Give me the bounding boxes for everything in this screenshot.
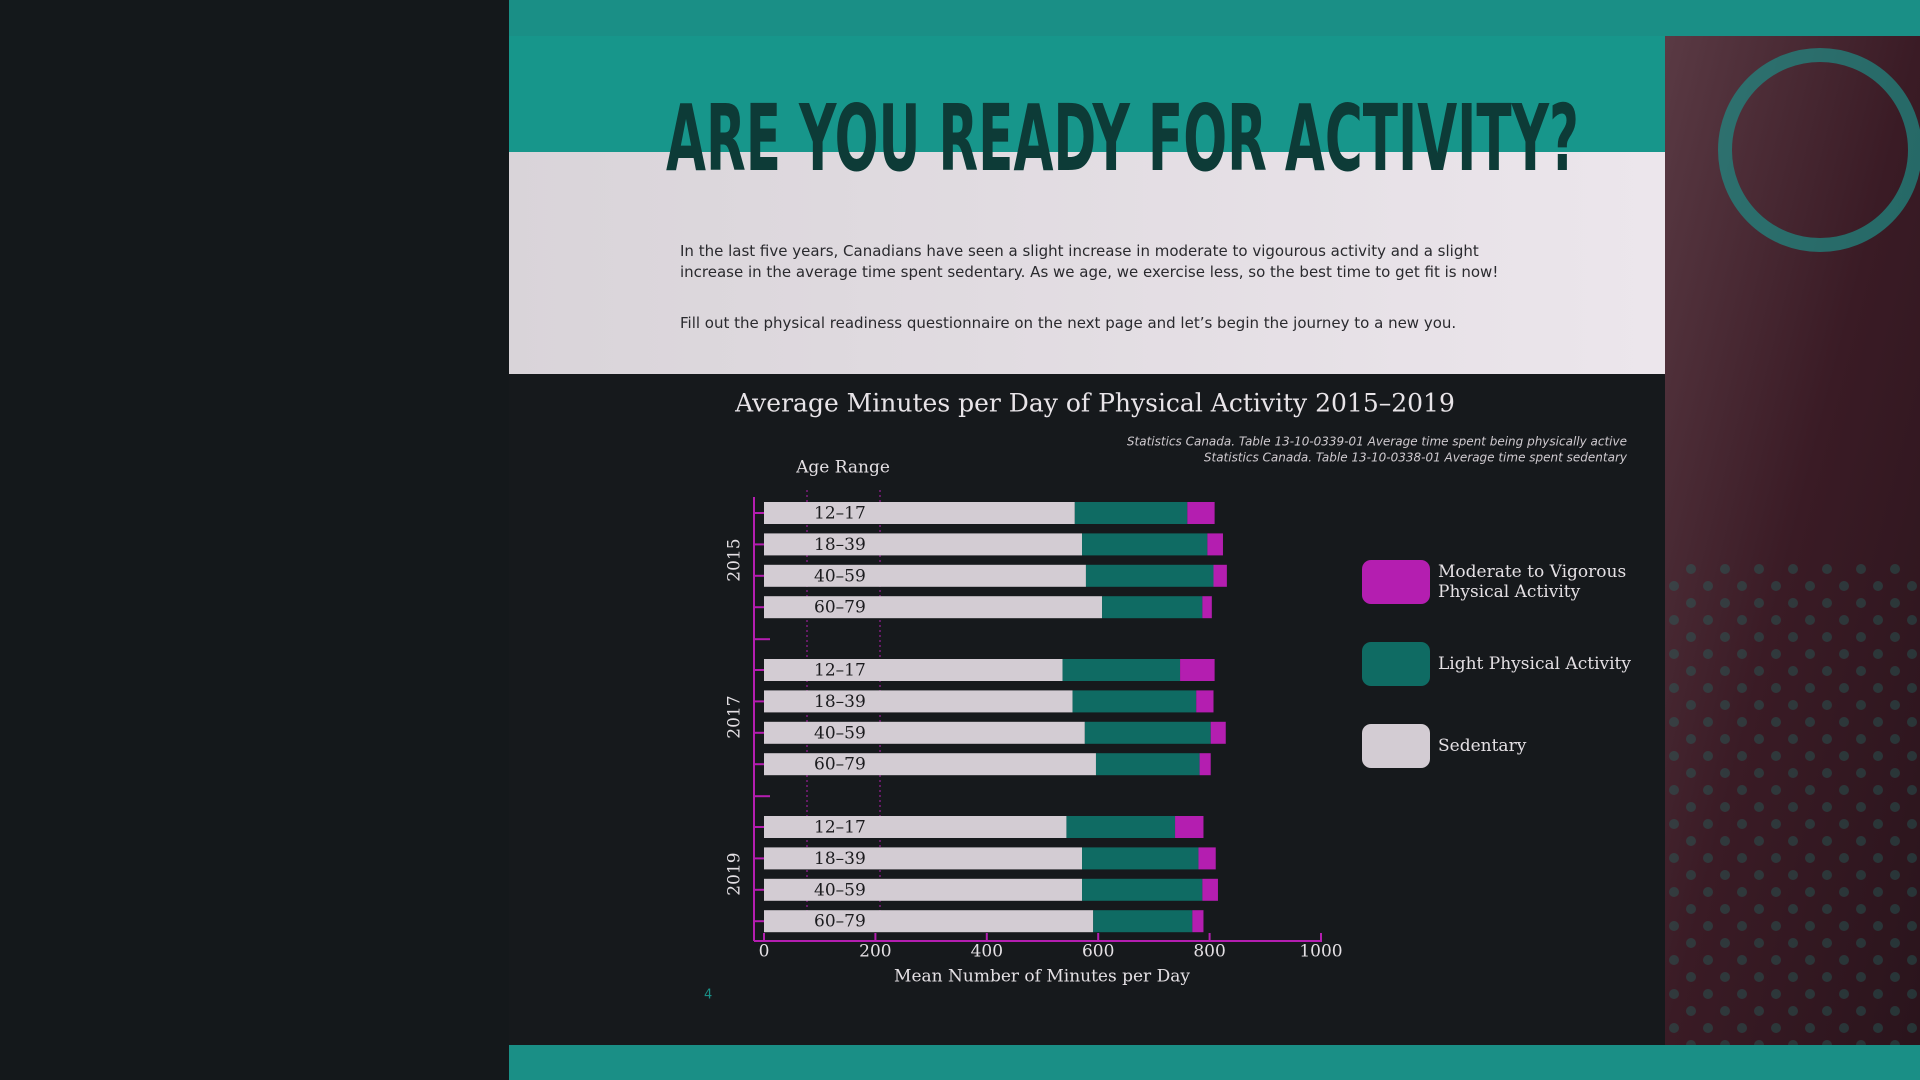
category-header: Age Range [795, 458, 890, 478]
bar-segment [1102, 596, 1203, 619]
legend-item: Light Physical Activity [1362, 642, 1638, 686]
photo-dots [1665, 560, 1920, 1045]
header-band [509, 36, 1665, 152]
bar-segment [1084, 721, 1211, 744]
x-tick-label: 800 [1193, 942, 1225, 962]
paragraph: Fill out the physical readiness question… [680, 314, 1457, 332]
bar-segment [1095, 753, 1200, 776]
bar-segment [1062, 659, 1181, 681]
bar-segment [1180, 659, 1215, 681]
bar-segment [1082, 847, 1199, 870]
bar-segment [1196, 690, 1214, 713]
bar-segment [764, 753, 1096, 776]
bar-segment [764, 910, 1094, 933]
photo-plate [1718, 48, 1920, 252]
category-label: 60–79 [814, 598, 866, 618]
category-label: 40–59 [814, 723, 866, 743]
category-label: 12–17 [814, 818, 866, 838]
intro-box: In the last five years, Canadians have s… [680, 242, 1499, 281]
legend-swatch [1362, 724, 1430, 768]
bars: 12–17 18–39 40–59 60–79 12–17 18–39 40–59 60–79… [725, 502, 1227, 933]
bar-segment [1207, 533, 1223, 556]
bar-segment [764, 847, 1083, 870]
bar-segment [764, 596, 1103, 619]
intro-box: Fill out the physical readiness question… [680, 314, 1457, 332]
source: Statistics Canada. Table 13-10-0339-01 A… [1127, 435, 1627, 449]
source: Statistics Canada. Table 13-10-0338-01 A… [1204, 451, 1628, 465]
bar-segment [1202, 878, 1218, 901]
legend-item: Sedentary [1362, 724, 1638, 768]
bar-segment [764, 721, 1085, 744]
heading: ARE YOU READY FOR ACTIVITY? [666, 85, 1579, 192]
backdrop [0, 0, 509, 1080]
category-label: 12–17 [814, 661, 866, 681]
legend-label: Sedentary [1438, 736, 1527, 756]
category-label: 12–17 [814, 504, 866, 524]
legend-label: Light Physical Activity [1438, 654, 1631, 674]
bar-segment [1082, 878, 1203, 901]
bar-segment [764, 878, 1083, 901]
group-label: 2015 [725, 538, 745, 581]
x-axis-label: Mean Number of Minutes per Day [894, 967, 1190, 987]
category-label: 18–39 [814, 535, 866, 555]
bottom-band [509, 1045, 1920, 1080]
category-label: 60–79 [814, 755, 866, 775]
x-tick-label: 0 [759, 942, 770, 962]
bar-segment [1199, 753, 1211, 776]
bar-segment [764, 564, 1086, 587]
bar-segment [1074, 502, 1188, 524]
top-band [509, 0, 1920, 36]
x-tick-label: 1000 [1299, 942, 1342, 962]
category-label: 40–59 [814, 880, 866, 900]
bar-segment [1210, 721, 1226, 744]
legend-item: Moderate to Vigorous Physical Activity [1362, 560, 1638, 604]
legend-label: Moderate to Vigorous Physical Activity [1438, 562, 1627, 602]
category-label: 18–39 [814, 849, 866, 869]
chart-title: Average Minutes per Day of Physical Acti… [734, 389, 1455, 418]
bar-segment [764, 816, 1067, 838]
group-label: 2019 [725, 852, 745, 895]
page-number: 4 [704, 988, 712, 1003]
bar-segment [1202, 596, 1212, 619]
x-tick-label: 600 [1082, 942, 1114, 962]
bar-segment [1066, 816, 1176, 838]
category-label: 40–59 [814, 566, 866, 586]
bar-segment [1192, 910, 1204, 933]
bar-segment [1187, 502, 1215, 524]
x-tick-label: 200 [859, 942, 891, 962]
bar-segment [1213, 564, 1227, 587]
bar-segment [1085, 564, 1214, 587]
paragraph: In the last five years, Canadians have s… [680, 242, 1499, 281]
bar-segment [1175, 816, 1204, 838]
legend-swatch [1362, 642, 1430, 686]
bar-segment [1093, 910, 1193, 933]
category-label: 60–79 [814, 912, 866, 932]
legend-swatch [1362, 560, 1430, 604]
group-label: 2017 [725, 695, 745, 738]
x-tick-label: 400 [971, 942, 1003, 962]
bar-segment [1198, 847, 1216, 870]
bar-segment [764, 533, 1083, 556]
intro-band [509, 152, 1665, 374]
bar-segment [764, 502, 1075, 524]
bar-segment [1082, 533, 1208, 556]
bar-segment [1072, 690, 1197, 713]
bar-segment [764, 690, 1073, 713]
bar-segment [764, 659, 1063, 681]
category-label: 18–39 [814, 692, 866, 712]
